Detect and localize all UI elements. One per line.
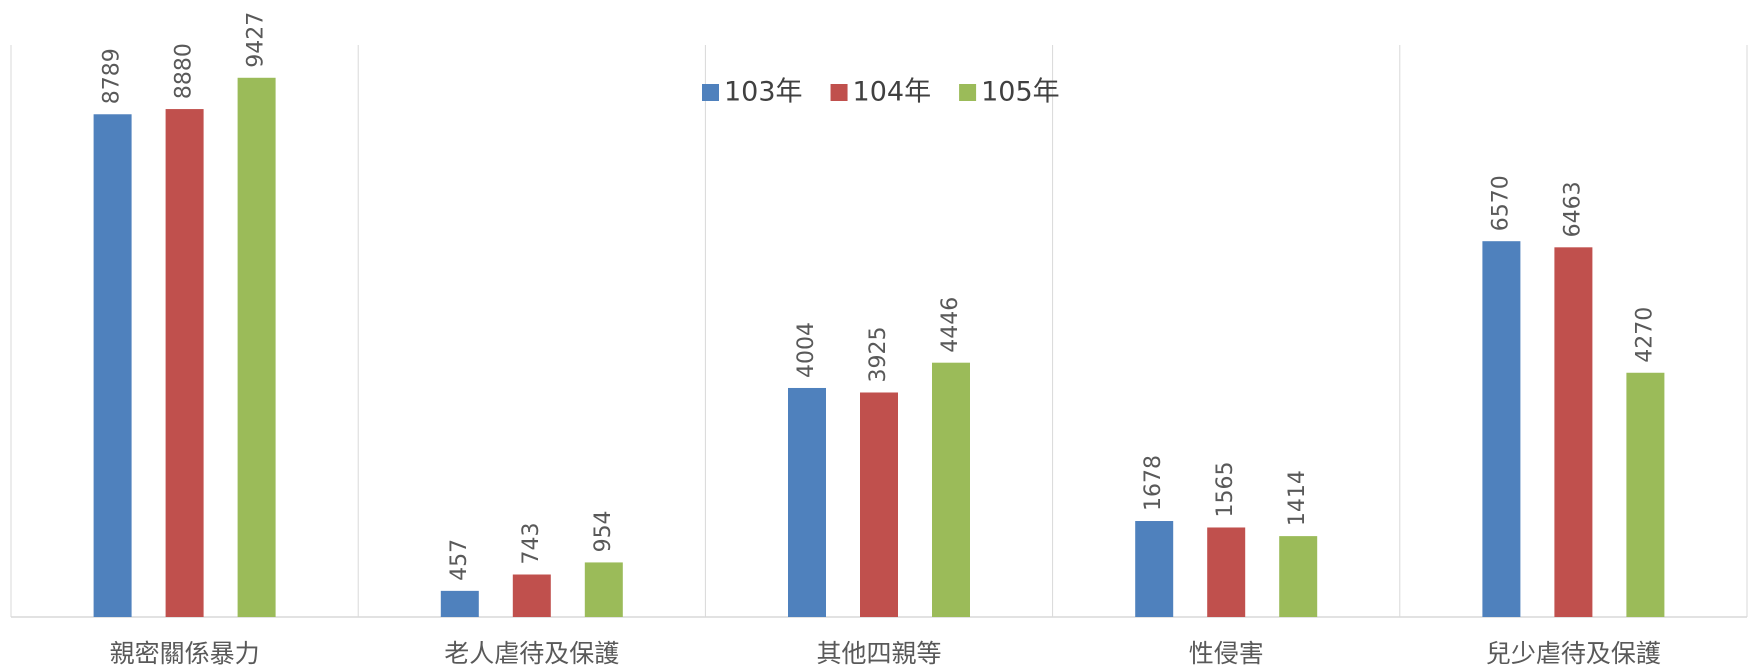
data-label: 3925	[866, 326, 891, 382]
bar	[513, 575, 551, 617]
data-label: 1414	[1285, 470, 1310, 526]
legend-label: 103年	[724, 77, 803, 108]
bar	[860, 392, 898, 617]
bar	[1482, 241, 1520, 617]
data-label: 4446	[938, 297, 963, 353]
x-tick-label: 其他四親等	[816, 639, 941, 668]
bar	[585, 562, 623, 617]
bar	[441, 591, 479, 617]
data-label: 6570	[1488, 175, 1513, 231]
data-label: 743	[519, 523, 544, 565]
x-tick-label: 老人虐待及保護	[444, 639, 619, 668]
bar	[1626, 373, 1664, 617]
x-tick-label: 性侵害	[1189, 639, 1264, 668]
data-label: 954	[591, 510, 616, 552]
data-label: 8880	[172, 43, 197, 99]
x-tick-label: 親密關係暴力	[110, 639, 260, 668]
data-label: 8789	[100, 48, 125, 104]
legend-swatch	[702, 84, 719, 101]
data-label: 1565	[1213, 461, 1238, 517]
data-label: 1678	[1141, 455, 1166, 511]
data-label: 9427	[244, 12, 269, 68]
data-label: 4004	[794, 322, 819, 378]
bar	[932, 363, 970, 617]
bar	[166, 109, 204, 617]
legend-label: 105年	[981, 77, 1060, 108]
legend-swatch	[831, 84, 848, 101]
legend-label: 104年	[853, 77, 932, 108]
x-tick-label: 兒少虐待及保護	[1486, 639, 1661, 668]
data-label: 457	[447, 539, 472, 581]
bar	[1554, 247, 1592, 617]
data-label: 4270	[1632, 307, 1657, 363]
bar	[1135, 521, 1173, 617]
data-label: 6463	[1560, 181, 1585, 237]
chart: 親密關係暴力 8789 8880 9427 老人虐待及保護 457 743 954 其他四親等 4…	[0, 0, 1755, 671]
bar	[788, 388, 826, 617]
bar	[1279, 536, 1317, 617]
bar	[238, 78, 276, 617]
bar	[1207, 527, 1245, 617]
bar	[94, 114, 132, 617]
legend-swatch	[959, 84, 976, 101]
